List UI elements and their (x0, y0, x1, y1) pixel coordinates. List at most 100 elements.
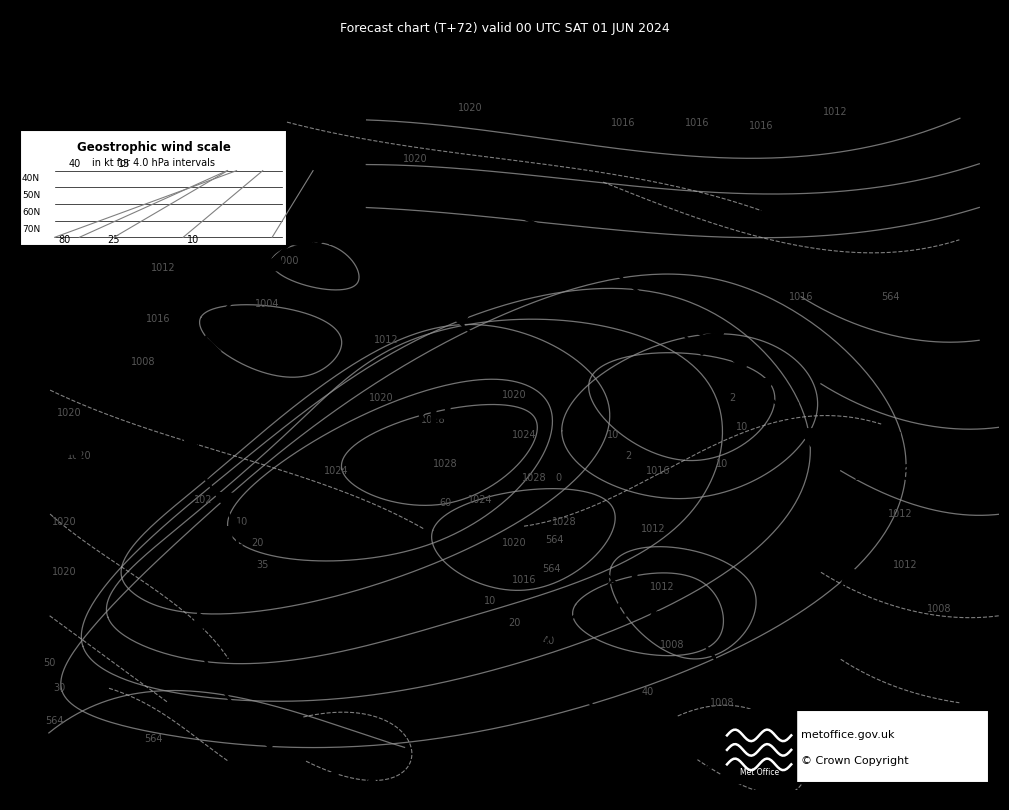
Text: © Crown Copyright: © Crown Copyright (801, 756, 909, 765)
Polygon shape (685, 770, 706, 784)
Text: 1004: 1004 (255, 299, 279, 309)
Text: 15: 15 (118, 159, 130, 169)
Text: 1012: 1012 (823, 107, 849, 117)
Text: 20: 20 (251, 539, 263, 548)
Text: 60: 60 (439, 498, 451, 509)
Text: 1020: 1020 (457, 104, 482, 113)
Text: L: L (947, 286, 967, 315)
Polygon shape (553, 232, 586, 252)
Text: 1008: 1008 (660, 640, 685, 650)
Text: metoffice.gov.uk: metoffice.gov.uk (801, 731, 895, 740)
Text: 35: 35 (256, 560, 268, 570)
Polygon shape (214, 675, 238, 692)
Polygon shape (215, 307, 240, 323)
Polygon shape (351, 169, 379, 185)
Text: 1016: 1016 (646, 466, 670, 475)
Polygon shape (197, 337, 221, 354)
Polygon shape (675, 326, 700, 352)
Polygon shape (449, 310, 470, 326)
Text: Geostrophic wind scale: Geostrophic wind scale (77, 141, 230, 154)
Text: 1016: 1016 (610, 117, 636, 128)
Text: L: L (312, 195, 331, 224)
Polygon shape (236, 281, 261, 297)
Text: 564: 564 (542, 564, 560, 573)
Polygon shape (402, 774, 426, 792)
Text: L: L (661, 373, 680, 402)
Text: 50N: 50N (22, 191, 40, 200)
Text: 1006: 1006 (632, 407, 694, 426)
Polygon shape (538, 677, 559, 693)
Text: 10: 10 (483, 596, 495, 606)
Text: 1016: 1016 (512, 574, 537, 585)
Polygon shape (474, 201, 514, 214)
Polygon shape (647, 757, 667, 772)
Text: 1016: 1016 (789, 292, 813, 302)
Text: 1016: 1016 (853, 464, 914, 484)
Text: 2: 2 (625, 451, 632, 461)
Polygon shape (431, 194, 473, 201)
Text: 1012: 1012 (888, 509, 912, 519)
Text: 1000: 1000 (274, 255, 300, 266)
Polygon shape (803, 649, 824, 663)
Polygon shape (712, 653, 723, 678)
Text: 50: 50 (43, 658, 55, 668)
Polygon shape (670, 312, 689, 328)
Polygon shape (731, 355, 753, 370)
Polygon shape (850, 536, 869, 552)
Polygon shape (283, 754, 307, 772)
Text: H: H (428, 406, 453, 434)
Text: 1012: 1012 (651, 582, 675, 592)
Text: 1024: 1024 (324, 466, 349, 475)
Text: 1020: 1020 (58, 407, 82, 418)
Text: 1016: 1016 (685, 117, 709, 128)
Polygon shape (767, 701, 789, 715)
FancyBboxPatch shape (722, 710, 989, 782)
Text: 1012: 1012 (151, 262, 176, 273)
Text: 70N: 70N (22, 224, 40, 233)
Polygon shape (197, 645, 221, 662)
Text: L: L (223, 525, 242, 554)
Text: 10: 10 (736, 422, 748, 433)
Text: 40: 40 (69, 159, 81, 169)
Polygon shape (798, 428, 820, 443)
Polygon shape (326, 156, 346, 170)
Text: in kt for 4.0 hPa intervals: in kt for 4.0 hPa intervals (92, 158, 215, 168)
Polygon shape (195, 463, 220, 480)
Text: 40: 40 (543, 636, 555, 646)
Polygon shape (833, 480, 855, 495)
Polygon shape (846, 508, 866, 524)
Polygon shape (689, 629, 710, 650)
Polygon shape (721, 748, 743, 764)
Polygon shape (345, 224, 367, 238)
Text: 20: 20 (509, 618, 521, 628)
Polygon shape (234, 522, 257, 540)
Polygon shape (181, 399, 203, 417)
Text: 1024: 1024 (467, 495, 492, 505)
Polygon shape (183, 432, 207, 450)
Text: 1015: 1015 (918, 319, 981, 339)
Text: 1023: 1023 (33, 475, 96, 495)
Text: L: L (629, 569, 648, 598)
Text: 10: 10 (716, 458, 728, 468)
Text: 1007: 1007 (600, 602, 662, 622)
Text: 1028: 1028 (552, 517, 576, 526)
Text: H: H (59, 441, 84, 471)
Polygon shape (500, 678, 520, 694)
Polygon shape (262, 255, 287, 271)
Text: 1028: 1028 (522, 473, 547, 483)
Text: 1011: 1011 (195, 559, 256, 578)
Polygon shape (631, 303, 653, 317)
Text: Forecast chart (T+72) valid 00 UTC SAT 01 JUN 2024: Forecast chart (T+72) valid 00 UTC SAT 0… (340, 22, 669, 35)
Text: 1020: 1020 (67, 451, 92, 461)
Text: 10: 10 (236, 517, 248, 526)
Polygon shape (551, 614, 576, 633)
Polygon shape (497, 358, 520, 373)
Polygon shape (286, 168, 315, 183)
Polygon shape (317, 770, 339, 788)
Polygon shape (833, 593, 855, 608)
Text: 1012: 1012 (893, 560, 917, 570)
Polygon shape (579, 604, 614, 611)
Text: 2: 2 (728, 394, 735, 403)
Polygon shape (290, 230, 315, 248)
Text: 1033: 1033 (403, 439, 464, 459)
